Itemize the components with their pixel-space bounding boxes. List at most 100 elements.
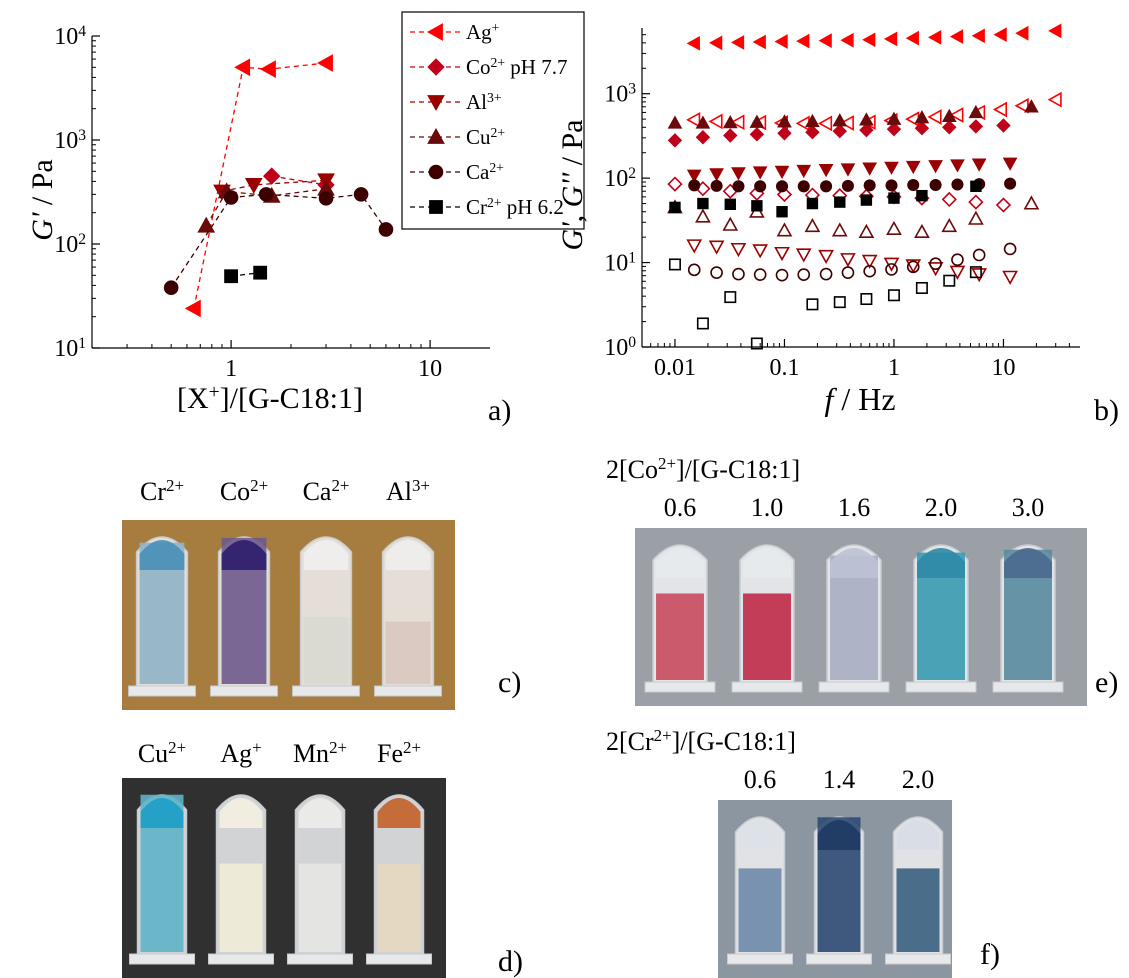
data-point xyxy=(971,28,985,44)
data-point xyxy=(968,210,984,225)
tube-base xyxy=(210,685,278,697)
tube-label: 3.0 xyxy=(1012,493,1045,522)
data-point xyxy=(224,269,238,284)
data-point xyxy=(317,54,333,72)
tube-base xyxy=(644,681,716,693)
data-point xyxy=(905,259,922,274)
data-point xyxy=(732,180,745,193)
data-point xyxy=(886,111,902,125)
data-point xyxy=(708,240,725,255)
tube-top xyxy=(817,820,861,850)
panel-label: d) xyxy=(498,945,523,978)
data-point xyxy=(708,113,723,130)
data-point xyxy=(942,120,957,135)
series-4 xyxy=(163,187,394,296)
tube xyxy=(885,816,951,965)
data-point xyxy=(753,268,767,281)
data-point xyxy=(840,32,854,48)
data-point xyxy=(667,133,683,148)
data-point xyxy=(775,268,789,282)
tube-base xyxy=(727,953,793,965)
data-point xyxy=(832,123,847,139)
data-point xyxy=(805,113,820,128)
x-tick-label: 10 xyxy=(991,355,1015,381)
data-point xyxy=(687,263,701,277)
x-tick-label: 10 xyxy=(418,356,442,382)
tube-gel xyxy=(743,593,791,680)
tube-gel xyxy=(385,621,431,684)
data-point xyxy=(751,200,763,212)
data-point xyxy=(968,119,984,134)
legend-label: Ca2+ xyxy=(466,160,504,185)
data-point xyxy=(885,263,898,276)
legend-marker xyxy=(426,23,443,41)
data-point xyxy=(885,179,898,192)
data-point xyxy=(796,33,810,49)
data-point xyxy=(905,111,920,127)
data-point xyxy=(163,280,179,296)
tube-base xyxy=(905,681,977,693)
tube-label: Al3+ xyxy=(386,476,430,507)
tube xyxy=(287,794,353,965)
data-point xyxy=(941,191,957,208)
data-point xyxy=(695,115,711,129)
data-point xyxy=(723,128,738,143)
tube-top xyxy=(377,798,421,828)
data-point xyxy=(724,198,736,210)
data-point xyxy=(818,33,832,48)
data-point xyxy=(863,264,876,278)
photo-panel-c: Cr2+ Co2+ Ca2+ Al3+ c) xyxy=(122,476,521,710)
data-point xyxy=(709,35,723,51)
data-point xyxy=(797,180,810,193)
data-point xyxy=(831,222,848,237)
data-point xyxy=(928,29,942,45)
data-point xyxy=(993,27,1007,43)
legend-label: Cr2+ pH 6.2 xyxy=(466,195,564,220)
axes: 0.01 0.1 1 10 100 101 102 103 xyxy=(604,28,1080,381)
data-point xyxy=(915,281,928,294)
series-6 xyxy=(667,99,1039,129)
tube-label: Cu2+ xyxy=(138,738,186,769)
data-point xyxy=(686,169,702,183)
data-point xyxy=(754,180,767,193)
data-point xyxy=(914,223,930,239)
data-point xyxy=(905,160,921,175)
tube-base xyxy=(287,953,353,965)
tube xyxy=(210,536,278,697)
tube-label: Co2+ xyxy=(220,476,268,507)
tube xyxy=(292,536,360,697)
tube-top xyxy=(219,798,263,828)
data-point xyxy=(730,242,747,258)
y-tick-label: 103 xyxy=(604,80,636,108)
series-0 xyxy=(184,54,333,318)
data-point xyxy=(695,130,711,145)
tube-top xyxy=(917,548,965,578)
data-point xyxy=(969,266,982,279)
tube-top xyxy=(656,548,704,578)
data-point xyxy=(259,60,276,79)
data-point xyxy=(774,246,790,262)
tube-base xyxy=(818,681,890,693)
data-point xyxy=(686,239,703,254)
y-axis-title: G', G'' / Pa xyxy=(556,120,589,251)
tube-base xyxy=(731,681,803,693)
photo-heading: 2[Cr2+]/[G-C18:1] xyxy=(606,726,796,757)
series-10 xyxy=(669,180,982,218)
tube xyxy=(366,794,432,965)
x-tick-label: 0.01 xyxy=(654,355,696,381)
x-tick-label: 1 xyxy=(888,355,900,381)
data-point xyxy=(943,274,956,287)
tube-gel xyxy=(738,868,782,952)
data-point xyxy=(668,258,681,271)
x-tick-label: 1 xyxy=(225,356,237,382)
panel-label: c) xyxy=(498,666,521,699)
y-tick-label: 104 xyxy=(54,23,86,51)
data-point xyxy=(928,160,943,174)
photo-panel-d: Cu2+ Ag+ Mn2+ Fe2+ d) xyxy=(122,738,523,978)
data-point xyxy=(244,178,263,194)
data-point xyxy=(858,223,875,239)
legend-label: Co2+ pH 7.7 xyxy=(466,55,567,80)
data-point xyxy=(841,266,855,279)
y-tick-label: 100 xyxy=(604,334,636,362)
data-point xyxy=(1048,23,1062,39)
